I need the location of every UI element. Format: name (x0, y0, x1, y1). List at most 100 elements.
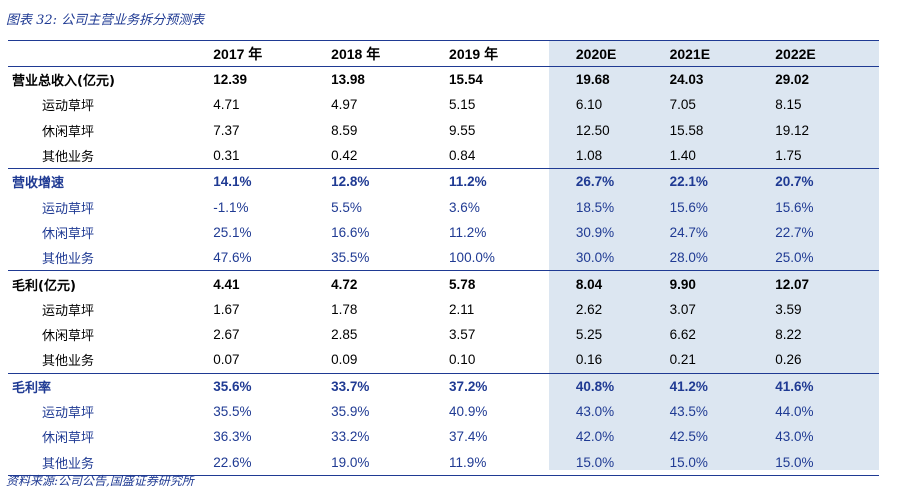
value-cell: 24.03 (669, 72, 704, 88)
value-cell: 6.10 (575, 97, 603, 113)
value-cell: 44.0% (775, 404, 814, 419)
value-cell: 6.62 (669, 327, 696, 343)
value-cell: 3.57 (449, 327, 476, 343)
table-row: 运动草坪 4.71 4.97 5.15 6.10 7.05 8.15 (8, 92, 879, 117)
value-cell: 1.75 (775, 148, 802, 164)
value-cell: 25.0% (775, 250, 814, 266)
value-cell: 15.0% (775, 454, 814, 470)
row-label: 其他业务 (42, 354, 95, 370)
value-cell: 13.98 (331, 72, 365, 88)
value-cell: 0.42 (331, 148, 358, 164)
value-cell: 22.7% (775, 224, 814, 240)
value-cell: 29.02 (775, 72, 810, 88)
value-cell: 15.58 (669, 122, 704, 138)
value-cell: 12.8% (331, 174, 370, 190)
value-cell: 0.26 (775, 352, 802, 368)
table-group-row: 毛利(亿元) 4.41 4.72 5.78 8.04 9.90 12.07 (8, 270, 879, 297)
value-cell: 37.2% (449, 378, 488, 394)
value-cell: 2.67 (213, 327, 240, 343)
value-cell: 40.9% (449, 404, 488, 419)
value-cell: 28.0% (669, 250, 708, 266)
value-cell: 4.71 (213, 97, 240, 113)
value-cell: 0.84 (449, 148, 476, 164)
table-row: 其他业务 0.07 0.09 0.10 0.16 0.21 0.26 (8, 347, 879, 373)
business-forecast-table: 2017 年 2018 年 2019 年 2020E 2021E 2022E 营… (8, 40, 879, 476)
header-cell-2020e: 2020E (575, 45, 617, 62)
value-cell: 2.11 (449, 301, 475, 317)
row-label: 休闲草坪 (42, 226, 95, 242)
value-cell: 11.2% (449, 224, 487, 240)
value-cell: 0.21 (669, 352, 696, 368)
table-row: 其他业务 0.31 0.42 0.84 1.08 1.40 1.75 (8, 143, 879, 169)
value-cell: 43.0% (775, 429, 814, 445)
value-cell: 5.25 (575, 327, 603, 343)
value-cell: 33.7% (331, 378, 370, 394)
value-cell: 43.0% (575, 404, 615, 419)
value-cell: 100.0% (449, 250, 495, 266)
row-label: 其他业务 (42, 456, 95, 472)
value-cell: 5.15 (449, 97, 476, 113)
value-cell: 42.0% (575, 429, 615, 445)
value-cell: 24.7% (669, 224, 708, 240)
forecast-table-wrapper: 2017 年 2018 年 2019 年 2020E 2021E 2022E 营… (8, 40, 879, 476)
value-cell: 14.1% (213, 174, 252, 190)
table-group-row: 毛利率 35.6% 33.7% 37.2% 40.8% 41.2% 41.6% (8, 373, 879, 399)
value-cell: 16.6% (331, 224, 370, 240)
value-cell: 2.62 (575, 301, 603, 317)
value-cell: 19.12 (775, 122, 810, 138)
row-label: 休闲草坪 (42, 124, 95, 140)
row-label: 运动草坪 (42, 201, 95, 217)
row-label: 休闲草坪 (42, 431, 95, 447)
value-cell: 8.15 (775, 97, 802, 113)
table-row: 其他业务 22.6% 19.0% 11.9% 15.0% 15.0% 15.0% (8, 449, 879, 476)
value-cell: 33.2% (331, 429, 370, 445)
row-label: 营收增速 (12, 176, 65, 192)
header-row: 2017 年 2018 年 2019 年 2020E 2021E 2022E (8, 40, 879, 67)
table-group-row: 营收增速 14.1% 12.8% 11.2% 26.7% 22.1% 20.7% (8, 168, 879, 195)
value-cell: 0.16 (575, 352, 603, 368)
value-cell: 1.67 (213, 301, 240, 317)
value-cell: 8.59 (331, 122, 358, 138)
value-cell: 8.04 (575, 276, 603, 292)
value-cell: 35.5% (331, 250, 370, 266)
value-cell: 15.54 (449, 72, 483, 88)
value-cell: 40.8% (575, 378, 615, 394)
table-row: 休闲草坪 7.37 8.59 9.55 12.50 15.58 19.12 (8, 118, 879, 143)
figure-caption: 图表 32: 公司主营业务拆分预测表 (6, 13, 205, 28)
value-cell: 19.0% (331, 454, 370, 470)
row-label: 毛利(亿元) (12, 278, 76, 294)
value-cell: 22.6% (213, 454, 252, 470)
value-cell: 18.5% (575, 199, 615, 215)
value-cell: 9.55 (449, 122, 476, 138)
value-cell: 12.50 (575, 122, 610, 138)
header-cell-2017: 2017 年 (213, 45, 263, 62)
value-cell: 41.6% (775, 378, 814, 394)
value-cell: 1.08 (575, 148, 603, 164)
source-note: 资料来源:公司公告,国盛证券研究所 (6, 474, 194, 488)
value-cell: 15.6% (775, 199, 814, 215)
value-cell: 11.2% (449, 174, 487, 190)
table-row: 休闲草坪 25.1% 16.6% 11.2% 30.9% 24.7% 22.7% (8, 220, 879, 245)
value-cell: 4.97 (331, 97, 358, 113)
value-cell: 4.72 (331, 276, 358, 292)
value-cell: 35.9% (331, 404, 370, 419)
value-cell: 0.31 (213, 148, 240, 164)
value-cell: 30.0% (575, 250, 615, 266)
table-row: 运动草坪 -1.1% 5.5% 3.6% 18.5% 15.6% 15.6% (8, 194, 879, 219)
value-cell: 4.41 (213, 276, 240, 292)
value-cell: 3.59 (775, 301, 802, 317)
value-cell: 3.07 (669, 301, 696, 317)
value-cell: 19.68 (575, 72, 610, 88)
header-cell-2022e: 2022E (775, 45, 816, 62)
value-cell: 41.2% (669, 378, 708, 394)
value-cell: 11.9% (449, 454, 487, 470)
row-label: 毛利率 (12, 380, 52, 396)
value-cell: 20.7% (775, 174, 814, 190)
value-cell: 0.07 (213, 352, 240, 368)
value-cell: 7.37 (213, 122, 240, 138)
row-label: 运动草坪 (42, 406, 95, 421)
row-label: 运动草坪 (42, 303, 95, 319)
value-cell: 5.78 (449, 276, 476, 292)
value-cell: 8.22 (775, 327, 802, 343)
value-cell: 12.07 (775, 276, 810, 292)
